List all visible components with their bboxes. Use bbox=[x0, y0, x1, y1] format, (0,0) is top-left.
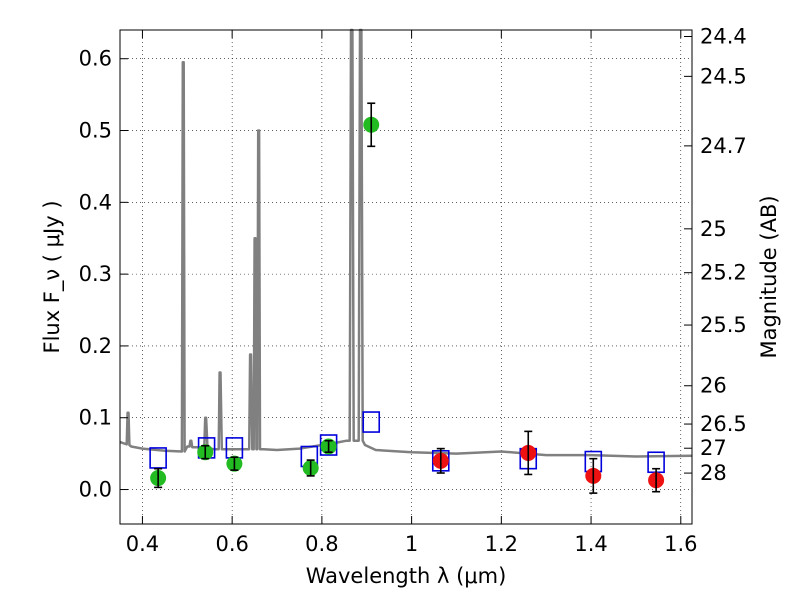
model-photometry-square bbox=[225, 437, 244, 459]
right-tick-label: 28 bbox=[700, 461, 727, 485]
right-tick-label: 25.5 bbox=[700, 313, 747, 337]
y-tick-label: 0.1 bbox=[79, 406, 112, 430]
model-photometry-square bbox=[319, 434, 338, 456]
plot-frame bbox=[119, 29, 693, 525]
right-tick-label: 24.7 bbox=[700, 134, 747, 158]
x-tick-label: 0.6 bbox=[215, 532, 248, 556]
x-tick-label: 0.4 bbox=[126, 532, 159, 556]
right-tick-label: 24.5 bbox=[700, 64, 747, 88]
y-tick-label: 0.5 bbox=[79, 119, 112, 143]
x-axis-label: Wavelength λ (μm) bbox=[306, 564, 507, 588]
right-tick-label: 26 bbox=[700, 374, 727, 398]
right-tick-label: 24.4 bbox=[700, 24, 747, 48]
y-tick-label: 0.4 bbox=[79, 190, 112, 214]
model-photometry-square bbox=[362, 411, 381, 433]
x-tick-label: 0.8 bbox=[305, 532, 338, 556]
x-tick-label: 1.6 bbox=[664, 532, 697, 556]
y-tick-label: 0.0 bbox=[79, 478, 112, 502]
plot-series bbox=[119, 28, 693, 494]
y-tick-label: 0.2 bbox=[79, 334, 112, 358]
y-axis-label: Flux F_ν ( μJy ) bbox=[40, 200, 65, 353]
axis-ticks: 0.4 0.6 0.8 1 1.2 1.4 1.6 0.0 0.1 0.2 0.3 0.4 0.5 0.6… bbox=[79, 24, 747, 556]
x-tick-label: 1 bbox=[405, 532, 418, 556]
right-tick-label: 25 bbox=[700, 217, 727, 241]
right-axis-label: Magnitude (AB) bbox=[757, 195, 781, 358]
y-tick-label: 0.6 bbox=[79, 47, 112, 71]
x-tick-label: 1.4 bbox=[574, 532, 607, 556]
right-tick-label: 27 bbox=[700, 436, 727, 460]
right-tick-label: 26.5 bbox=[700, 412, 747, 436]
x-tick-label: 1.2 bbox=[485, 532, 518, 556]
right-tick-label: 25.2 bbox=[700, 261, 747, 285]
spectrum-line bbox=[119, 28, 693, 458]
grid bbox=[120, 30, 692, 524]
y-tick-label: 0.3 bbox=[79, 262, 112, 286]
